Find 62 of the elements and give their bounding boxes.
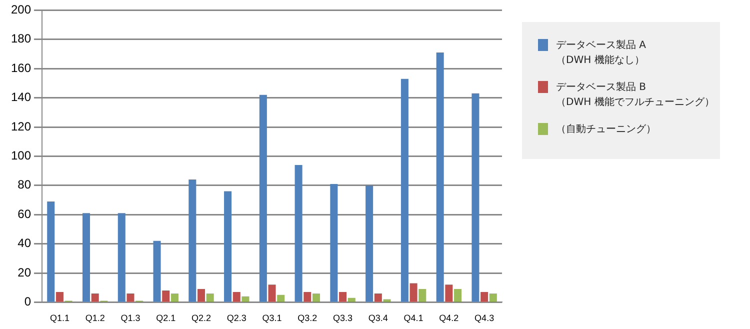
bar — [188, 180, 196, 302]
bar — [232, 292, 240, 302]
y-tick-label: 180 — [10, 32, 32, 46]
y-tick-label: 120 — [10, 119, 32, 134]
bar — [445, 284, 453, 302]
bar — [348, 298, 356, 302]
bar — [410, 283, 418, 302]
bar — [304, 292, 312, 302]
bar — [206, 293, 214, 302]
bar — [366, 185, 374, 302]
x-tick-label: Q3.1 — [262, 313, 282, 324]
bar — [454, 289, 462, 302]
bar — [489, 293, 497, 302]
bar — [162, 290, 170, 302]
bar — [339, 292, 347, 302]
x-tick-label: Q4.3 — [474, 313, 494, 324]
bar — [197, 289, 206, 302]
bar — [472, 93, 480, 302]
bar — [82, 213, 90, 302]
bar — [47, 201, 55, 302]
x-tick-label: Q2.1 — [156, 313, 176, 324]
x-tick-label: Q3.2 — [298, 313, 318, 324]
x-tick-label: Q3.4 — [368, 313, 388, 324]
x-tick-label: Q4.2 — [439, 313, 459, 324]
y-tick-label: 80 — [18, 178, 32, 192]
x-tick-label: Q2.3 — [226, 313, 246, 324]
y-tick-label: 0 — [24, 294, 32, 309]
y-tick-label: 60 — [18, 206, 32, 221]
bar — [118, 213, 126, 302]
bar — [56, 292, 64, 302]
x-tick-label: Q2.2 — [191, 313, 212, 324]
y-tick-label: 40 — [18, 236, 32, 250]
y-tick-label: 160 — [10, 60, 32, 75]
x-tick-label: Q1.1 — [50, 313, 70, 324]
bar — [312, 293, 320, 302]
bar — [126, 293, 134, 302]
bar — [277, 294, 285, 302]
bar — [374, 293, 382, 302]
bar — [242, 296, 250, 302]
bar — [170, 293, 178, 302]
x-tick-label: Q3.3 — [333, 313, 353, 324]
bar — [294, 164, 302, 302]
y-tick-label: 20 — [18, 265, 32, 280]
legend-label: データベース製品 B （DWH 機能でフルチューニング） — [556, 80, 714, 110]
bar — [153, 240, 161, 302]
x-tick-label: Q4.1 — [404, 313, 424, 324]
bar — [418, 289, 426, 302]
x-tick-label: Q1.2 — [85, 313, 105, 324]
bar — [259, 94, 267, 302]
legend-label: （自動チューニング） — [556, 123, 656, 137]
bar — [268, 284, 276, 302]
y-tick-label: 200 — [10, 2, 32, 17]
x-tick-label: Q1.3 — [120, 313, 140, 324]
legend-label: データベース製品 A （DWH 機能なし） — [556, 38, 646, 68]
bar — [330, 184, 338, 302]
bar — [400, 78, 408, 302]
bar — [224, 191, 232, 302]
y-tick-label: 140 — [10, 90, 32, 104]
bar — [91, 293, 99, 302]
bar — [480, 292, 488, 302]
bar — [436, 52, 444, 302]
y-tick-label: 100 — [10, 148, 32, 163]
